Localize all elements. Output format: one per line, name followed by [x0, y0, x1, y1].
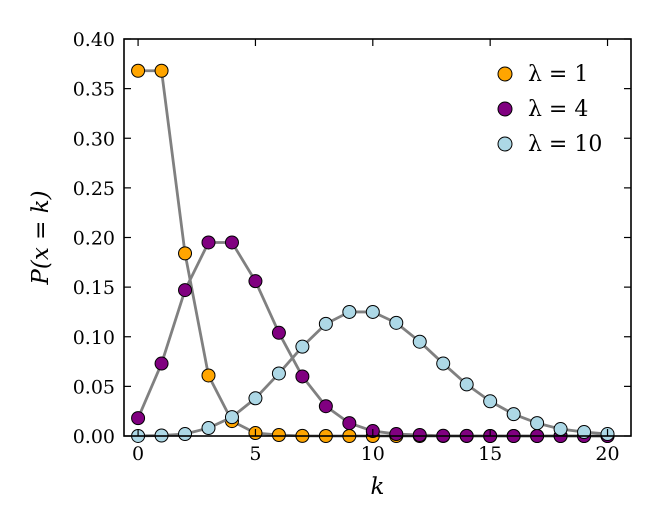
y-tick-label: 0.35	[73, 79, 115, 101]
y-tick-label: 0.30	[73, 128, 115, 150]
y-tick-label: 0.05	[73, 376, 115, 398]
series-1	[131, 235, 615, 443]
y-tick-label: 0.20	[73, 228, 115, 250]
data-point	[459, 377, 474, 392]
legend-marker	[497, 101, 513, 117]
data-point	[154, 63, 169, 78]
x-tick-label: 5	[249, 443, 261, 465]
data-point	[271, 428, 286, 443]
data-point	[553, 422, 568, 437]
data-point	[224, 235, 239, 250]
data-point	[318, 399, 333, 414]
legend-marker	[497, 66, 513, 82]
data-point	[248, 391, 263, 406]
data-point	[295, 339, 310, 354]
data-point	[201, 368, 216, 383]
data-point	[178, 246, 193, 261]
x-tick-label: 0	[132, 443, 144, 465]
y-tick-label: 0.25	[73, 178, 115, 200]
data-point	[201, 421, 216, 436]
data-point	[178, 427, 193, 442]
data-point	[436, 356, 451, 371]
y-axis-label: P(x = k)	[28, 190, 54, 285]
y-tick-label: 0.10	[73, 327, 115, 349]
x-tick-label: 15	[478, 443, 502, 465]
data-point	[248, 274, 263, 289]
y-tick-label: 0.15	[73, 277, 115, 299]
legend-marker	[497, 136, 513, 152]
data-point	[224, 410, 239, 425]
ticks-layer: 0 5 10 15 20 0.00 0.05 0.10 0.15 0.20 0.25 0.30 0.35…	[73, 29, 631, 465]
data-point	[271, 325, 286, 340]
y-tick-label: 0.40	[73, 29, 115, 51]
data-point	[131, 63, 146, 78]
data-point	[201, 235, 216, 250]
data-point	[154, 356, 169, 371]
data-point	[318, 316, 333, 331]
legend-label: λ = 10	[528, 132, 602, 157]
data-point	[342, 416, 357, 431]
data-point	[342, 304, 357, 319]
data-point	[389, 427, 404, 442]
data-point	[412, 334, 427, 349]
series-line	[136, 241, 608, 438]
data-point	[365, 304, 380, 319]
data-point	[295, 369, 310, 384]
x-axis-label: k	[371, 474, 385, 500]
legend-label: λ = 1	[528, 62, 588, 87]
data-point	[530, 416, 545, 431]
legend: λ = 1 λ = 4 λ = 10	[497, 62, 602, 157]
data-point	[506, 407, 521, 422]
data-point	[412, 428, 427, 443]
x-tick-label: 10	[361, 443, 385, 465]
data-point	[131, 411, 146, 426]
series-2	[131, 304, 615, 443]
x-tick-label: 20	[595, 443, 619, 465]
data-point	[178, 283, 193, 298]
data-point	[483, 394, 498, 409]
legend-label: λ = 4	[528, 97, 588, 122]
y-tick-label: 0.00	[73, 426, 115, 448]
data-point	[271, 366, 286, 381]
data-point	[389, 315, 404, 330]
